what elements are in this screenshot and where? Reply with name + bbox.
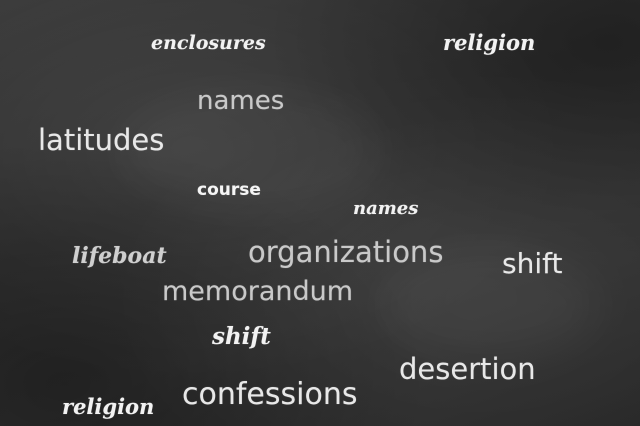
word-confessions: confessions	[182, 377, 358, 412]
word-organizations: organizations	[248, 235, 444, 269]
word-shift-right: shift	[502, 247, 563, 280]
word-shift-script: shift	[212, 323, 271, 350]
word-names-script: names	[353, 198, 419, 219]
word-religion-bottom: religion	[62, 394, 155, 419]
word-latitudes: latitudes	[38, 123, 165, 157]
word-enclosures: enclosures	[151, 32, 266, 54]
word-names-upper: names	[197, 86, 285, 116]
word-course: course	[197, 180, 261, 200]
word-lifeboat: lifeboat	[72, 243, 167, 269]
word-desertion: desertion	[399, 352, 536, 386]
word-memorandum: memorandum	[162, 276, 354, 307]
word-religion-top: religion	[443, 30, 536, 55]
